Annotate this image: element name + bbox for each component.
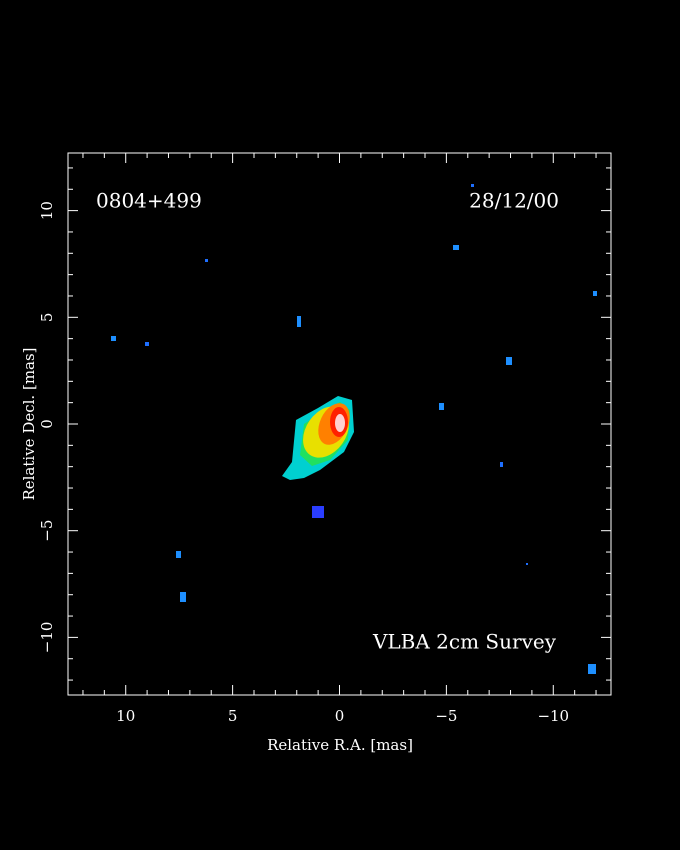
- noise-spot: [205, 259, 208, 262]
- y-tick-label: −5: [38, 520, 56, 542]
- emission: [111, 184, 597, 674]
- noise-spot: [297, 316, 301, 327]
- survey-label: VLBA 2cm Survey: [372, 630, 557, 654]
- x-tick-label: 10: [116, 707, 135, 725]
- noise-spot: [526, 563, 528, 565]
- noise-spot: [180, 592, 186, 602]
- y-tick-label: 10: [38, 201, 56, 220]
- x-tick-label: −5: [435, 707, 457, 725]
- noise-spot: [471, 184, 474, 187]
- y-axis-label: Relative Decl. [mas]: [20, 347, 38, 500]
- x-tick-label: 0: [335, 707, 345, 725]
- noise-spot: [111, 336, 116, 341]
- noise-spot: [588, 664, 596, 674]
- contour: [335, 414, 345, 432]
- noise-spot: [453, 245, 459, 250]
- noise-spot: [145, 342, 149, 346]
- x-axis-label: Relative R.A. [mas]: [267, 736, 413, 754]
- noise-spot: [439, 403, 444, 410]
- noise-spot: [500, 462, 503, 467]
- y-tick-label: 5: [38, 313, 56, 323]
- source-name: 0804+499: [96, 189, 202, 213]
- noise-spot: [312, 506, 324, 518]
- y-tick-label: −10: [38, 622, 56, 654]
- y-tick-label: 0: [38, 419, 56, 429]
- x-tick-label: 5: [228, 707, 238, 725]
- noise-spot: [593, 291, 597, 296]
- x-tick-label: −10: [537, 707, 569, 725]
- epoch: 28/12/00: [469, 189, 559, 213]
- noise-spot: [176, 551, 181, 558]
- noise-spot: [506, 357, 512, 365]
